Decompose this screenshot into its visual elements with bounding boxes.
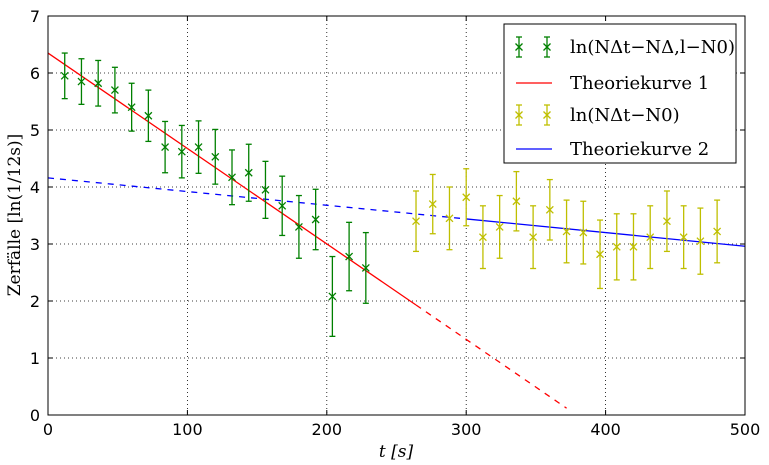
y-tick-label: 3 [30,235,40,254]
legend-label: ln(NΔt−N0) [570,105,680,126]
data-point [462,193,471,202]
data-point [161,143,170,152]
data-point [562,227,571,236]
data-point [662,217,671,226]
plot-frame [47,15,746,416]
data-point [294,222,303,231]
y-axis-label: Zerfälle [ln(1/12s)] [5,134,25,297]
legend-entry: ln(NΔt−NΔ,l−N0) [515,36,735,58]
data-point [679,233,688,242]
data-point [261,185,270,194]
data-point [412,217,420,226]
data-point [529,233,538,242]
data-point [211,152,220,161]
data-point [495,222,504,231]
theory-line-dashed [47,177,467,220]
data-point [127,103,136,112]
data-point [512,197,521,206]
data-point [177,147,186,156]
data-point [144,111,153,120]
legend-entry: ln(NΔt−N0) [515,104,680,126]
y-tick-label: 6 [30,64,40,83]
data-point [478,233,487,242]
y-tick-label: 7 [30,7,40,26]
data-point [696,237,705,246]
y-tick-label: 0 [30,406,40,425]
y-tick-label: 5 [30,121,40,140]
data-point [428,200,437,209]
legend-marker [515,43,523,51]
data-point [713,227,722,236]
data-point [194,143,203,152]
legend-marker [543,111,551,119]
legend-entry: Theoriekurve 1 [516,73,709,94]
data-point [77,77,86,86]
x-tick-label: 400 [590,420,621,439]
data-point [244,168,253,177]
legend: ln(NΔt−NΔ,l−N0) Theoriekurve 1 ln(NΔt−N0) T… [503,23,737,164]
x-axis-label: t [s] [379,442,414,462]
x-tick-label: 0 [43,420,53,439]
legend-entry: Theoriekurve 2 [516,139,709,160]
x-tick-label: 200 [312,420,343,439]
legend-marker [515,111,523,119]
data-point [228,173,236,182]
data-points [60,52,722,337]
data-point [110,86,119,95]
x-tick-label: 500 [730,420,761,439]
data-point [311,215,320,224]
data-point [361,263,370,272]
data-point [345,252,354,261]
legend-box [503,23,737,164]
data-point [94,79,103,88]
data-point [646,233,655,242]
axis-ticks: 0 100 200 300 400 500 0 1 2 3 4 5 6 7 [30,7,760,439]
data-point [60,71,69,80]
data-point [545,205,554,214]
y-tick-label: 4 [30,178,40,197]
x-tick-label: 100 [172,420,203,439]
y-tick-label: 1 [30,349,40,368]
legend-label: ln(NΔt−NΔ,l−N0) [570,37,735,58]
data-point [278,201,287,210]
legend-label: Theoriekurve 2 [570,139,709,160]
data-point [579,228,588,237]
data-point [596,250,604,259]
x-tick-label: 300 [451,420,482,439]
data-point [445,214,454,223]
data-point [629,242,638,251]
data-point [328,292,337,301]
data-point [612,242,621,251]
legend-label: Theoriekurve 1 [570,73,709,94]
theory-line-solid [466,218,746,247]
legend-marker [543,43,551,51]
y-tick-label: 2 [30,292,40,311]
